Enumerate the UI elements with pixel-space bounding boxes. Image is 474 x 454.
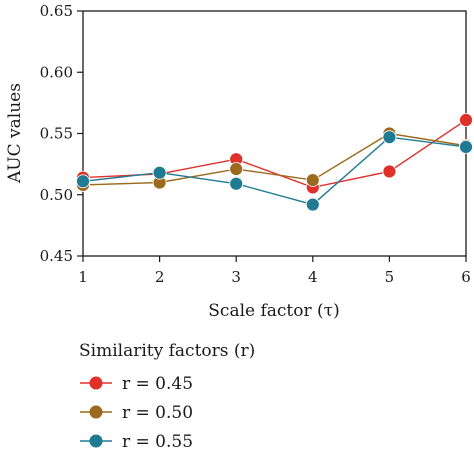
series-line-1 — [82, 132, 467, 186]
y-tick-label: 0.60 — [40, 63, 73, 81]
series-2-point — [152, 165, 167, 180]
series-layer — [76, 113, 473, 212]
x-tick-label: 5 — [385, 268, 395, 286]
series-0-point — [459, 113, 473, 127]
legend-marker — [89, 434, 103, 448]
y-axis-title: AUC values — [5, 83, 25, 184]
y-tick-label: 0.45 — [40, 247, 73, 265]
series-1-point — [229, 162, 244, 176]
x-tick-label: 4 — [308, 268, 318, 286]
x-axis: 1 2 3 4 5 6 — [78, 256, 471, 286]
series-line-0 — [82, 119, 467, 189]
y-tick-label: 0.50 — [40, 186, 73, 204]
series-1-point — [305, 173, 320, 187]
series-line-2 — [82, 136, 467, 206]
series-2-point — [305, 197, 320, 212]
legend-marker — [89, 405, 103, 419]
y-tick-label: 0.55 — [40, 125, 73, 143]
series-2-point — [229, 176, 244, 191]
series-2-point — [459, 140, 473, 154]
legend: r = 0.45 r = 0.50 r = 0.55 — [80, 374, 193, 452]
x-tick-label: 2 — [155, 268, 165, 286]
legend-label: r = 0.55 — [122, 432, 193, 452]
legend-marker — [89, 376, 103, 390]
series-0-point — [382, 164, 397, 179]
y-tick-label: 0.65 — [40, 2, 73, 20]
x-tick-label: 1 — [78, 268, 88, 286]
x-tick-label: 3 — [231, 268, 241, 286]
x-axis-title: Scale factor (τ) — [208, 301, 339, 321]
series-2-point — [76, 174, 90, 189]
y-axis: 0.45 0.50 0.55 0.60 0.65 — [40, 2, 83, 265]
series-2-point — [382, 130, 397, 145]
legend-label: r = 0.50 — [122, 403, 193, 423]
legend-title: Similarity factors (r) — [79, 341, 255, 361]
legend-label: r = 0.45 — [122, 374, 193, 394]
plot-frame — [82, 10, 467, 257]
x-tick-label: 6 — [461, 268, 471, 286]
